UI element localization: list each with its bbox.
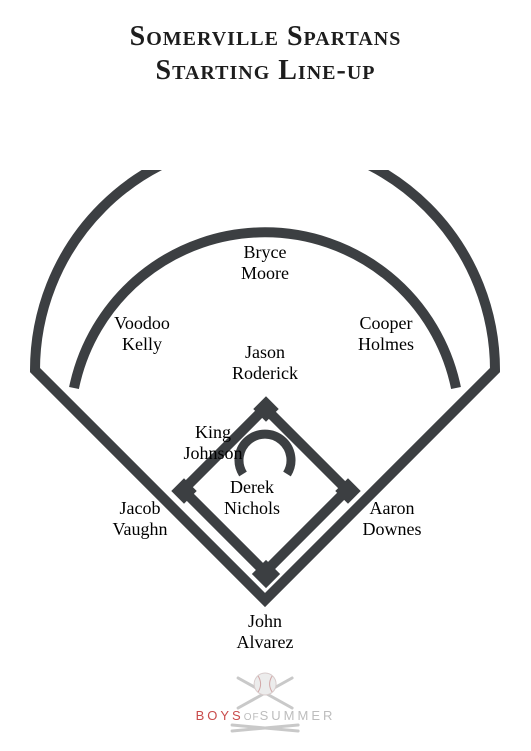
boys-of-summer-logo: BOYSOFSUMMER [196,672,336,735]
bat-underline-icon [220,721,310,735]
player-rf: Cooper Holmes [358,313,414,354]
player-cf: Bryce Moore [241,242,289,283]
player-2b: King Johnson [183,422,242,463]
logo-text: BOYSOFSUMMER [196,708,336,723]
player-2b-first: King [195,422,231,442]
player-3b: Jacob Vaughn [113,498,168,539]
player-cf-last: Moore [241,263,289,283]
player-rf-first: Cooper [360,313,413,333]
player-p-first: Derek [230,477,274,497]
player-1b-first: Aaron [370,498,415,518]
player-3b-last: Vaughn [113,519,168,539]
player-ss-first: Jason [245,342,285,362]
player-ss: Jason Roderick [232,342,298,383]
title-line-1: Somerville Spartans [0,20,531,54]
player-c-last: Alvarez [237,632,294,652]
player-rf-last: Holmes [358,334,414,354]
player-c-first: John [248,611,282,631]
player-lf: Voodoo Kelly [114,313,170,354]
player-catcher: John Alvarez [237,611,294,652]
title-line-2: Starting Line-up [0,54,531,88]
player-ss-last: Roderick [232,363,298,383]
crossed-bats-icon [220,672,310,712]
player-cf-first: Bryce [244,242,287,262]
player-1b: Aaron Downes [363,498,422,539]
field-svg [0,170,531,640]
player-lf-last: Kelly [122,334,162,354]
player-lf-first: Voodoo [114,313,170,333]
logo-word-boys: BOYS [196,708,244,723]
player-p-last: Nichols [224,498,280,518]
logo-word-of: OF [244,712,260,723]
player-pitcher: Derek Nichols [224,477,280,518]
pitchers-mound [239,434,291,474]
player-1b-last: Downes [363,519,422,539]
player-3b-first: Jacob [120,498,161,518]
baseball-icon [254,673,276,695]
baseball-field-diagram: Bryce Moore Voodoo Kelly Cooper Holmes J… [0,170,531,640]
logo-word-summer: SUMMER [260,708,336,723]
player-2b-last: Johnson [183,443,242,463]
